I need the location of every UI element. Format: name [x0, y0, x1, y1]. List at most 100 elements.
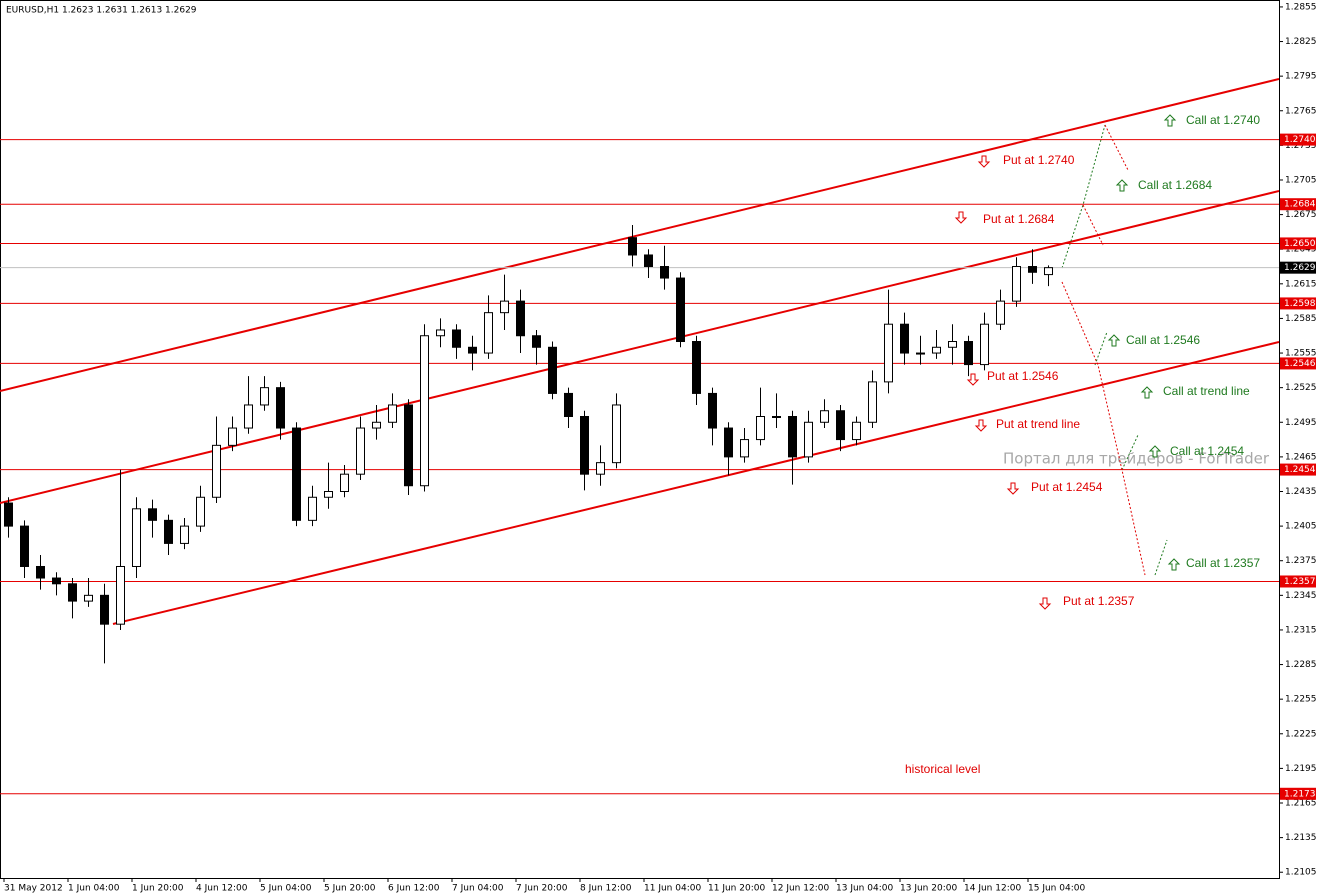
y-tick-label: 1.2375: [1285, 556, 1317, 566]
candle-body: [52, 577, 61, 585]
y-tick-label: 1.2585: [1285, 314, 1317, 324]
candle-body: [628, 237, 637, 256]
level-label: 1.2454: [1284, 465, 1316, 475]
call-arrow: [1115, 179, 1129, 192]
level-tag: [1280, 237, 1316, 250]
candle-body: [708, 392, 717, 429]
projection-down: [1082, 204, 1104, 246]
candle-body: [388, 404, 397, 423]
candle-body: [452, 329, 461, 348]
level-tag: [1280, 133, 1316, 146]
candle-body: [244, 404, 253, 429]
candle-body: [116, 565, 125, 625]
x-tick-label: 4 Jun 12:00: [196, 884, 248, 894]
candle-body: [580, 416, 589, 475]
x-tick-label: 1 Jun 04:00: [68, 884, 120, 894]
candle-body: [420, 335, 429, 487]
candle-body: [884, 323, 893, 383]
y-tick-label: 1.2105: [1285, 868, 1317, 878]
level-tag: [1280, 787, 1316, 800]
call-arrow: [1140, 386, 1154, 399]
y-tick-label: 1.2495: [1285, 418, 1317, 428]
projection-up: [1121, 434, 1139, 471]
y-tick-label: 1.2345: [1285, 591, 1317, 601]
candle-body: [692, 341, 701, 394]
candle-body: [948, 341, 957, 348]
chart-title: EURUSD,H1 1.2623 1.2631 1.2613 1.2629: [6, 6, 197, 16]
annotation: Call at 1.2740: [1186, 113, 1260, 127]
trend-line: [112, 341, 1279, 625]
candle-body: [260, 387, 269, 406]
candle-body: [836, 410, 845, 441]
annotation: Call at 1.2684: [1138, 178, 1212, 192]
candle-body: [180, 525, 189, 544]
candle-body: [964, 341, 973, 366]
candle-body: [516, 300, 525, 337]
x-tick-label: 12 Jun 12:00: [772, 884, 829, 894]
x-tick-label: 8 Jun 12:00: [580, 884, 632, 894]
candle-body: [996, 300, 1005, 325]
candle-body: [804, 421, 813, 458]
candle-body: [1012, 266, 1021, 302]
candle-body: [772, 416, 781, 419]
y-tick-label: 1.2405: [1285, 522, 1317, 532]
candle-body: [212, 444, 221, 498]
candle-body: [916, 352, 925, 355]
candle-body: [564, 392, 573, 418]
candle-body: [404, 404, 413, 487]
candle-body: [868, 381, 877, 423]
candle-body: [100, 594, 109, 625]
candle-body: [324, 490, 333, 498]
candle-body: [356, 427, 365, 475]
annotation: Put at 1.2684: [983, 212, 1055, 226]
put-arrow: [977, 155, 991, 168]
y-tick-label: 1.2555: [1285, 349, 1317, 359]
projection-down: [1104, 124, 1129, 171]
annotation: Put at 1.2740: [1003, 153, 1075, 167]
candle-body: [308, 496, 317, 521]
plot-frame: [0, 0, 1280, 879]
candle-body: [132, 508, 141, 567]
level-tag: [1280, 198, 1316, 211]
candle-body: [596, 462, 605, 475]
put-arrow: [954, 211, 968, 224]
candle-body: [20, 525, 29, 567]
annotation: Put at 1.2357: [1063, 594, 1135, 608]
level-label: 1.2546: [1284, 359, 1316, 369]
y-tick-label: 1.2825: [1285, 37, 1317, 47]
candle-body: [644, 254, 653, 268]
level-tag: [1280, 463, 1316, 476]
y-tick-label: 1.2765: [1285, 106, 1317, 116]
price-tag: [1280, 261, 1316, 274]
y-tick-label: 1.2645: [1285, 245, 1317, 255]
candle-body: [436, 329, 445, 337]
level-tag: [1280, 297, 1316, 310]
candle-body: [468, 346, 477, 354]
candle-body: [164, 519, 173, 544]
candle-body: [676, 277, 685, 343]
x-tick-label: 7 Jun 20:00: [516, 884, 568, 894]
candle-body: [788, 416, 797, 458]
candle-body: [548, 346, 557, 394]
y-tick-label: 1.2735: [1285, 141, 1317, 151]
price-label: 1.2629: [1284, 263, 1316, 273]
candle-body: [4, 502, 13, 527]
y-tick-label: 1.2255: [1285, 695, 1317, 705]
annotation: Call at 1.2454: [1170, 444, 1244, 458]
projection-up: [1061, 124, 1106, 269]
candle-body: [756, 416, 765, 441]
y-tick-label: 1.2795: [1285, 72, 1317, 82]
put-arrow: [974, 419, 988, 432]
call-arrow: [1163, 114, 1177, 127]
projection: [1061, 124, 1168, 576]
level-label: 1.2173: [1284, 789, 1316, 799]
annotations: Call at 1.2740 Put at 1.2740 Call at 1.2…: [905, 113, 1260, 776]
annotation: historical level: [905, 762, 980, 776]
y-tick-label: 1.2225: [1285, 729, 1317, 739]
y-tick-label: 1.2855: [1285, 2, 1317, 12]
watermark: Портал для трейдеров - ForTrader: [1003, 450, 1270, 468]
plot-area: Портал для трейдеров - ForTrader Call at…: [0, 78, 1279, 795]
x-tick-label: 15 Jun 04:00: [1028, 884, 1085, 894]
candle-body: [532, 335, 541, 348]
candle-body: [276, 387, 285, 429]
